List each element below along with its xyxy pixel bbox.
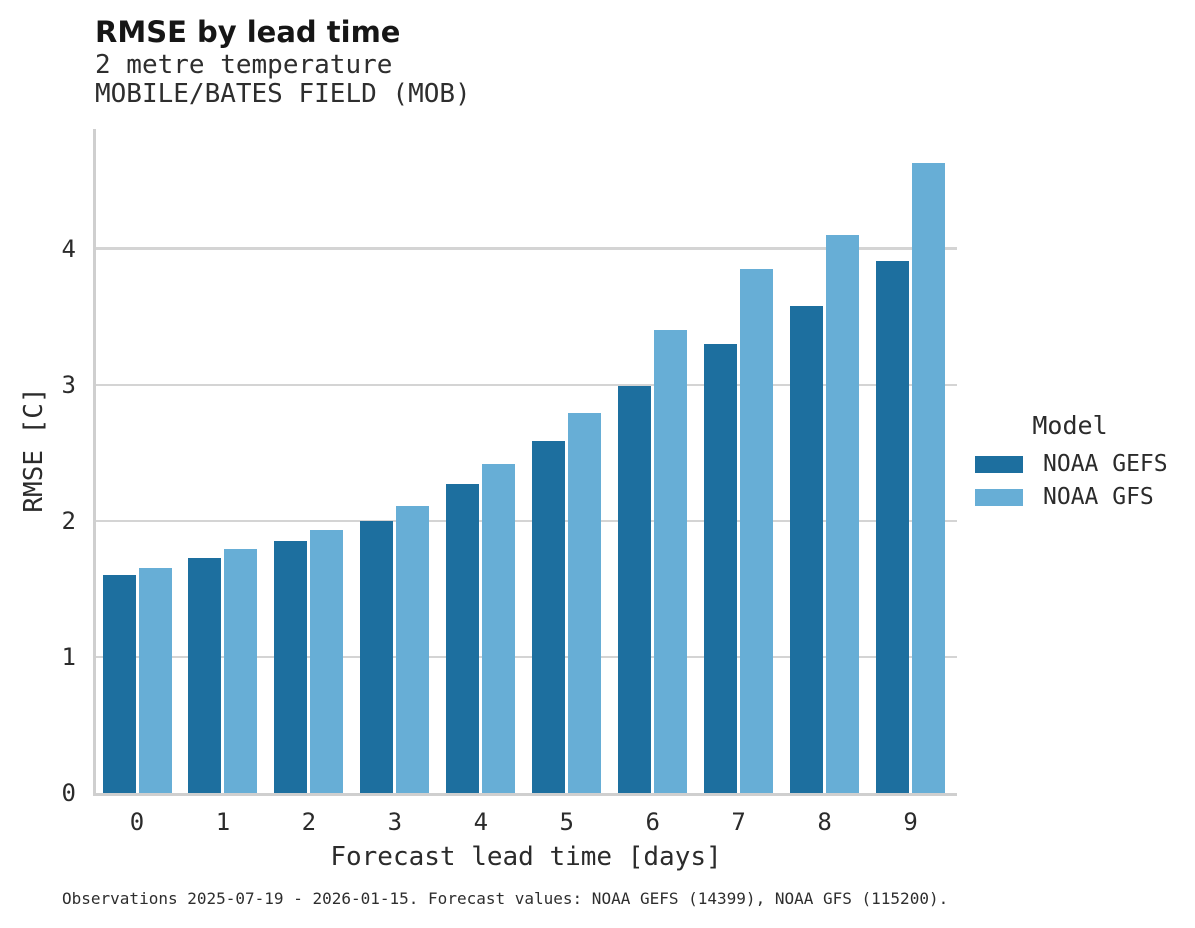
y-axis-line: [93, 129, 96, 796]
x-tick-label-9: 9: [903, 808, 918, 836]
x-tick-label-6: 6: [645, 808, 660, 836]
chart-subtitle-line-1: 2 metre temperature: [95, 50, 393, 80]
bar-noaa-gefs-lead-6: [618, 386, 652, 793]
y-tick-label-4: 4: [61, 234, 76, 263]
bar-noaa-gfs-lead-0: [138, 568, 172, 793]
gridline-y-4: [96, 247, 957, 250]
x-tick-label-7: 7: [731, 808, 746, 836]
bar-noaa-gfs-lead-4: [482, 463, 516, 793]
bar-noaa-gfs-lead-5: [568, 413, 602, 793]
bar-noaa-gefs-lead-4: [446, 484, 480, 793]
x-axis-title: Forecast lead time [days]: [330, 842, 722, 872]
gridline-y-1: [96, 655, 957, 659]
y-tick-label-0: 0: [61, 779, 76, 807]
chart-subtitle-line-2: MOBILE/BATES FIELD (MOB): [95, 79, 471, 109]
x-tick-label-0: 0: [129, 808, 145, 836]
legend-entry-noaa-gfs: NOAA GFS: [975, 484, 1175, 510]
bar-noaa-gefs-lead-0: [102, 575, 136, 793]
x-axis-line: [93, 793, 957, 796]
legend-label-noaa-gefs: NOAA GEFS: [1043, 451, 1168, 477]
bar-noaa-gfs-lead-2: [310, 530, 344, 793]
bar-noaa-gefs-lead-3: [360, 520, 394, 793]
x-tick-label-1: 1: [215, 808, 231, 836]
caption: Observations 2025-07-19 - 2026-01-15. Fo…: [62, 889, 949, 908]
bar-noaa-gfs-lead-6: [654, 330, 688, 793]
gridline-y-3: [96, 383, 957, 387]
bar-noaa-gfs-lead-3: [396, 505, 430, 793]
y-tick-label-2: 2: [61, 506, 76, 535]
bar-noaa-gefs-lead-1: [188, 557, 222, 793]
y-tick-label-1: 1: [61, 642, 76, 671]
bar-noaa-gefs-lead-9: [876, 260, 910, 793]
bar-noaa-gfs-lead-1: [224, 549, 258, 793]
legend-title: Model: [1032, 411, 1108, 440]
bar-noaa-gefs-lead-8: [790, 305, 824, 793]
y-axis-title: RMSE [C]: [19, 387, 49, 513]
legend-swatch-noaa-gfs: [975, 488, 1023, 506]
bar-noaa-gfs-lead-9: [912, 163, 946, 793]
x-tick-label-3: 3: [387, 808, 403, 836]
x-tick-label-8: 8: [817, 808, 832, 836]
chart-title: RMSE by lead time: [95, 15, 401, 49]
x-tick-label-5: 5: [559, 808, 574, 836]
x-tick-label-2: 2: [301, 808, 317, 836]
legend-swatch-noaa-gefs: [975, 455, 1023, 473]
plot-panel: [93, 129, 957, 796]
bar-noaa-gfs-lead-8: [826, 235, 860, 793]
bar-noaa-gefs-lead-5: [532, 440, 566, 793]
bar-noaa-gfs-lead-7: [740, 269, 774, 793]
y-tick-label-3: 3: [61, 370, 76, 399]
legend-entry-noaa-gefs: NOAA GEFS: [975, 451, 1175, 477]
legend: Model NOAA GEFS NOAA GFS: [975, 411, 1175, 517]
bar-noaa-gefs-lead-2: [274, 541, 308, 793]
legend-label-noaa-gfs: NOAA GFS: [1043, 484, 1154, 510]
gridline-y-2: [96, 519, 957, 523]
bar-noaa-gefs-lead-7: [704, 343, 738, 793]
x-tick-label-4: 4: [473, 808, 489, 836]
